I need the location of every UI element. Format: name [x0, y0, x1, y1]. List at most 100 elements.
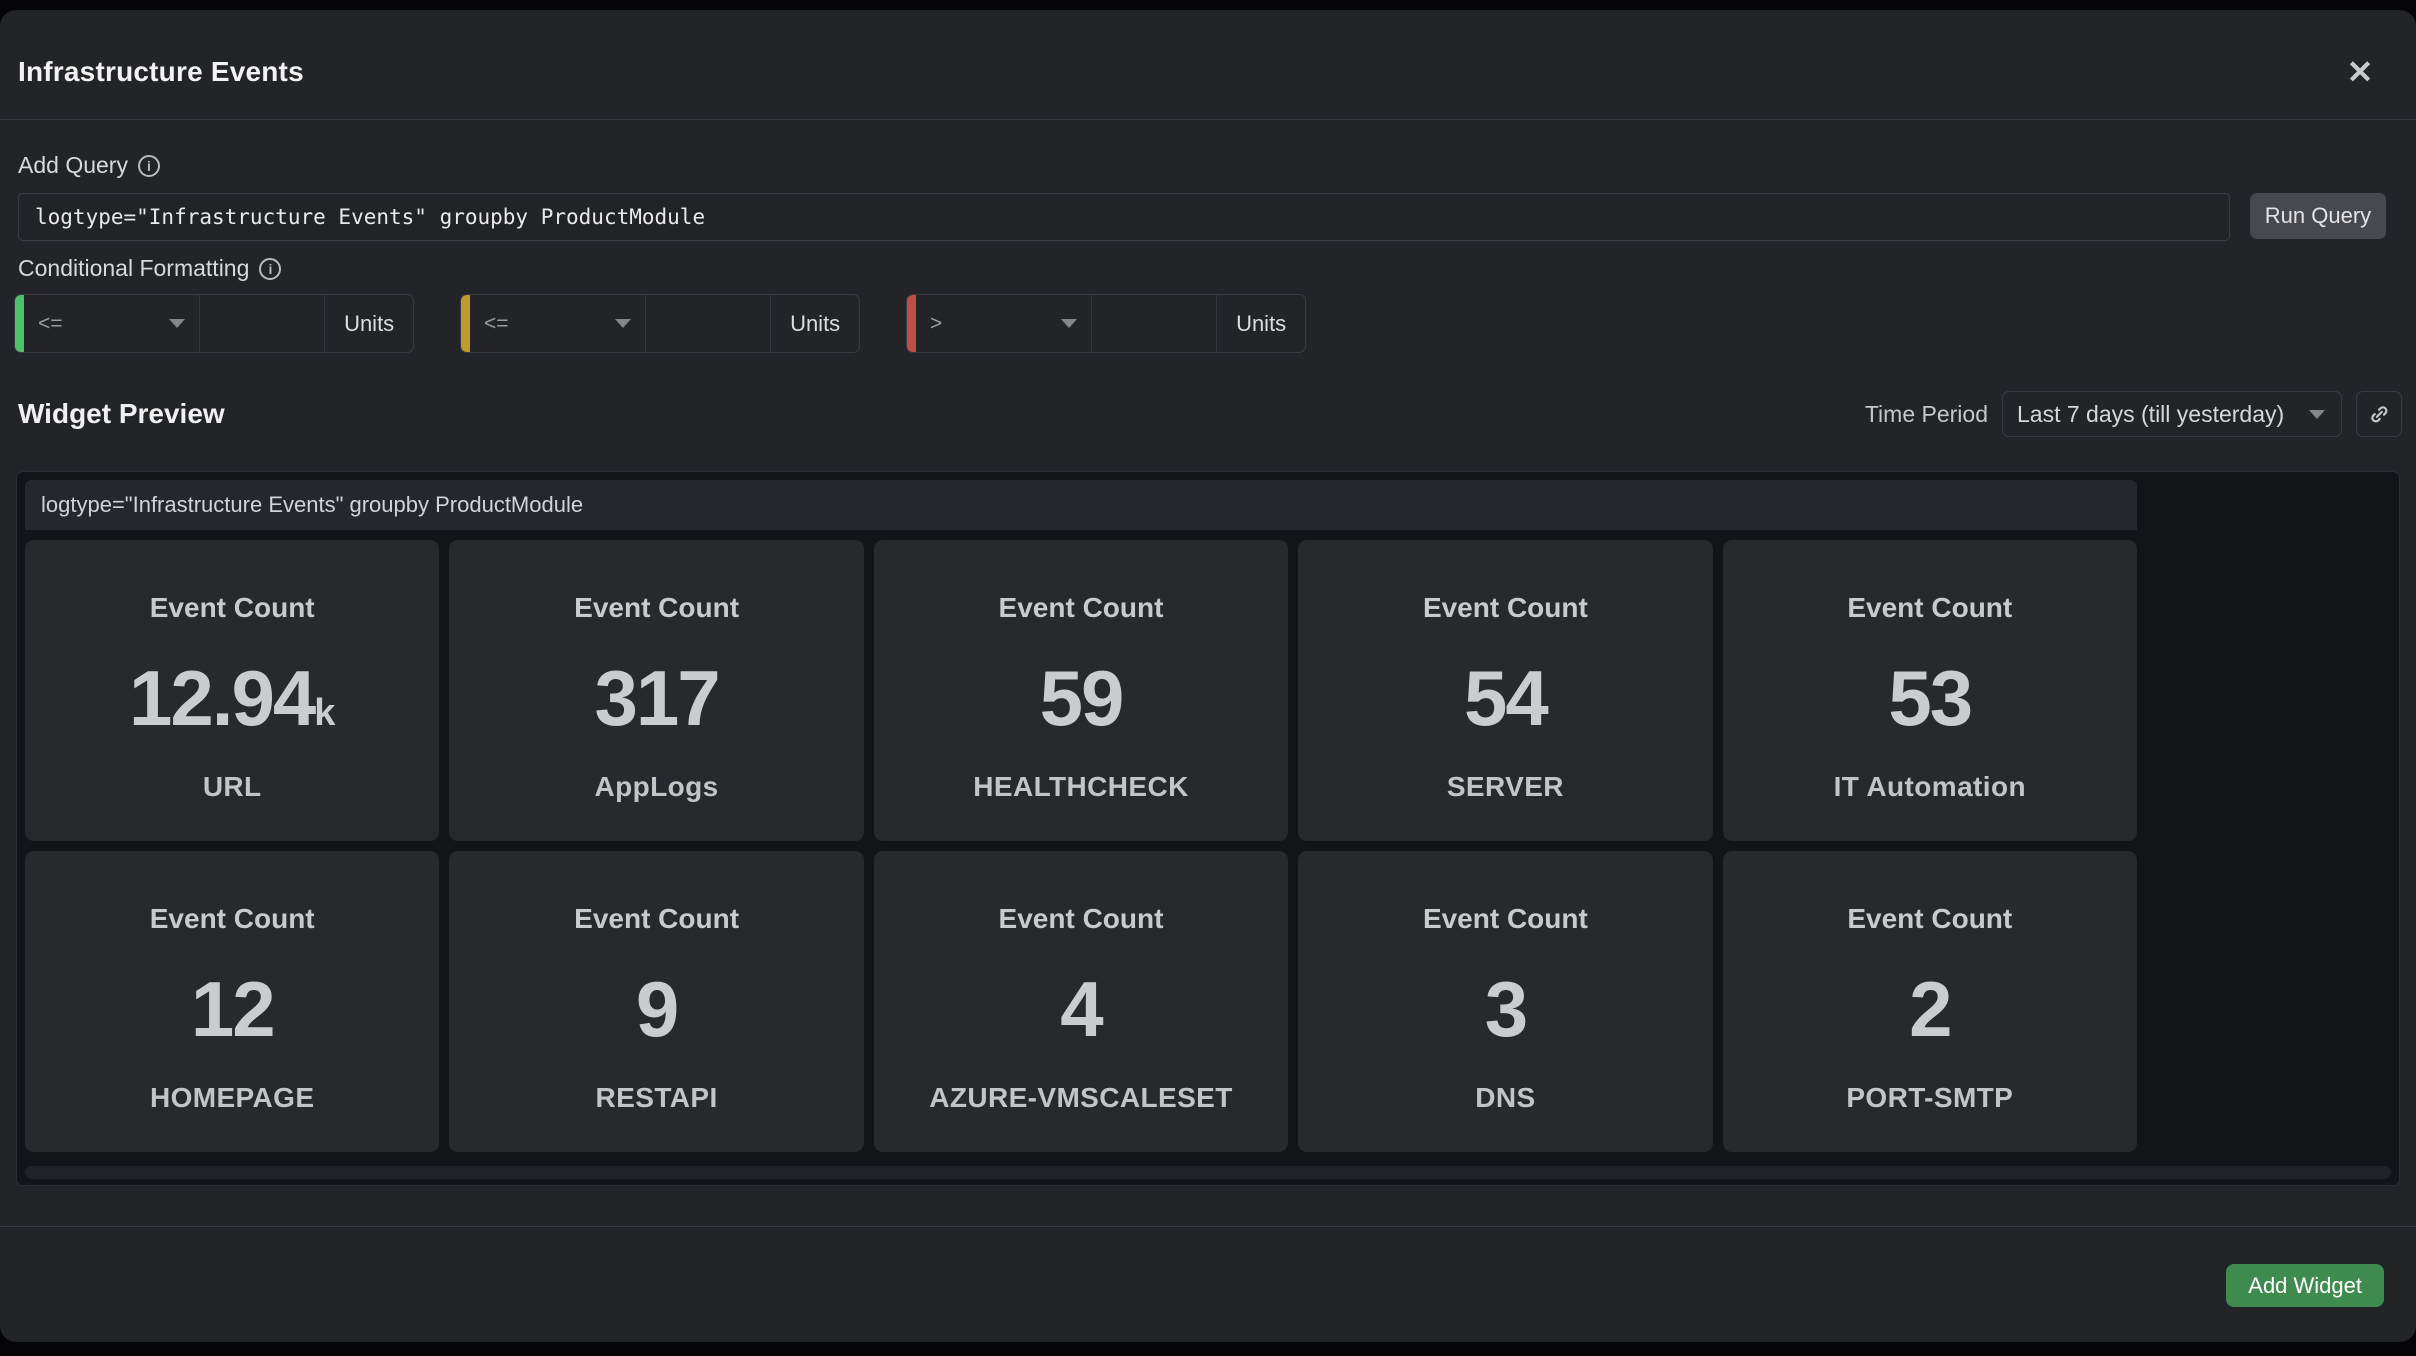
card-value: 317 [594, 653, 721, 742]
info-icon[interactable]: i [137, 154, 160, 177]
card-header: Event Count [1422, 903, 1588, 934]
rule-value-cell [644, 295, 771, 352]
rule-value-cell [198, 295, 325, 352]
card-header: Event Count [149, 592, 315, 623]
close-button[interactable]: ✕ [2338, 50, 2382, 94]
preview-query-title: logtype="Infrastructure Events" groupby … [25, 480, 2137, 530]
chevron-down-icon [2309, 409, 2325, 419]
query-row: Run Query [18, 193, 2398, 241]
card-value-wrap: 3 [1485, 970, 1528, 1048]
card-value-wrap: 53 [1888, 659, 1973, 737]
card-value: 3 [1484, 964, 1528, 1053]
conditional-formatting-label: Conditional Formatting [18, 255, 250, 281]
rule-operator-select[interactable]: > [916, 295, 1091, 352]
chevron-down-icon [614, 319, 631, 328]
time-period-value: Last 7 days (till yesterday) [2017, 400, 2285, 427]
conditional-rule-high: > Units [906, 294, 1306, 353]
widget-preview-panel: logtype="Infrastructure Events" groupby … [16, 471, 2400, 1186]
time-period-select[interactable]: Last 7 days (till yesterday) [2002, 391, 2342, 437]
add-query-label: Add Query [18, 152, 128, 178]
rule-value-cell [1090, 295, 1217, 352]
card-value: 12.94 [129, 653, 316, 742]
card-value: 59 [1039, 653, 1125, 742]
info-icon[interactable]: i [259, 257, 282, 280]
rule-operator-value: <= [484, 311, 509, 335]
copy-link-button[interactable] [2356, 391, 2402, 437]
card-value: 9 [635, 964, 679, 1053]
stat-card: Event Count 59 HEALTHCHECK [873, 540, 1289, 841]
card-header: Event Count [998, 592, 1164, 623]
card-value-wrap: 317 [595, 659, 721, 737]
card-value-wrap: 9 [636, 970, 679, 1048]
conditional-rule-mid: <= Units [460, 294, 860, 353]
stat-card: Event Count 317 AppLogs [449, 540, 864, 841]
stat-card: Event Count 54 SERVER [1298, 540, 1713, 841]
rule-color-bar [461, 295, 470, 352]
card-label: AZURE-VMSCALESET [929, 1082, 1233, 1113]
card-value-wrap: 59 [1040, 659, 1125, 737]
card-value-wrap: 54 [1464, 659, 1549, 737]
card-label: PORT-SMTP [1846, 1082, 2014, 1113]
rule-color-bar [15, 295, 24, 352]
rule-operator-select[interactable]: <= [470, 295, 645, 352]
conditional-rule-low: <= Units [14, 294, 414, 353]
stat-card: Event Count 2 PORT-SMTP [1722, 851, 2137, 1152]
rule-value-input[interactable] [199, 295, 325, 352]
run-query-button[interactable]: Run Query [2250, 193, 2386, 239]
card-value: 2 [1909, 964, 1952, 1053]
card-header: Event Count [1847, 592, 2013, 623]
add-query-label-row: Add Query i [18, 152, 2398, 179]
card-header: Event Count [998, 903, 1164, 934]
stat-card: Event Count 9 RESTAPI [449, 851, 864, 1152]
rule-value-input[interactable] [645, 295, 771, 352]
rule-units-label: Units [770, 295, 859, 352]
add-widget-modal: Infrastructure Events ✕ Add Query i Run … [0, 10, 2416, 1342]
card-value-wrap: 12 [191, 970, 276, 1048]
card-value-wrap: 12.94k [129, 659, 335, 737]
card-header: Event Count [574, 592, 740, 623]
card-value: 12 [190, 964, 276, 1053]
rule-operator-value: > [930, 311, 943, 335]
rule-operator-select[interactable]: <= [24, 295, 199, 352]
card-value-wrap: 2 [1909, 970, 1952, 1048]
chevron-down-icon [1060, 319, 1077, 328]
card-label: HEALTHCHECK [973, 771, 1189, 802]
widget-preview-header-row: Widget Preview Time Period Last 7 days (… [18, 391, 2402, 437]
add-widget-button[interactable]: Add Widget [2226, 1264, 2384, 1307]
modal-footer: Add Widget [0, 1264, 2384, 1307]
card-label: HOMEPAGE [149, 1082, 315, 1113]
link-icon [2371, 406, 2388, 423]
horizontal-scrollbar[interactable] [25, 1166, 2391, 1179]
stat-card: Event Count 4 AZURE-VMSCALESET [873, 851, 1289, 1152]
modal-title: Infrastructure Events [18, 56, 304, 87]
card-value-suffix: k [314, 691, 336, 734]
card-label: RESTAPI [595, 1082, 718, 1113]
time-period-cluster: Time Period Last 7 days (till yesterday) [1865, 391, 2402, 437]
card-label: AppLogs [594, 771, 719, 802]
rule-color-bar [907, 295, 916, 352]
card-header: Event Count [149, 903, 315, 934]
close-icon: ✕ [2346, 54, 2374, 90]
card-value: 53 [1888, 653, 1973, 742]
card-header: Event Count [574, 903, 740, 934]
card-label: DNS [1475, 1082, 1536, 1113]
footer-divider [0, 1226, 2416, 1227]
rule-value-input[interactable] [1091, 295, 1217, 352]
conditional-rules-row: <= Units <= Units > [14, 294, 2398, 353]
card-header: Event Count [1422, 592, 1588, 623]
rule-units-label: Units [1216, 295, 1305, 352]
card-value: 4 [1060, 964, 1103, 1053]
modal-header: Infrastructure Events ✕ [0, 10, 2416, 120]
card-value: 54 [1464, 653, 1549, 742]
stat-card: Event Count 12 HOMEPAGE [25, 851, 440, 1152]
widget-preview-heading: Widget Preview [18, 398, 225, 429]
card-label: IT Automation [1833, 771, 2026, 802]
time-period-label: Time Period [1864, 400, 1988, 427]
query-input[interactable] [18, 193, 2230, 241]
chevron-down-icon [168, 319, 185, 328]
card-label: URL [202, 771, 262, 802]
conditional-formatting-label-row: Conditional Formatting i [18, 255, 2398, 282]
stat-card: Event Count 12.94k URL [25, 540, 440, 841]
card-label: SERVER [1446, 771, 1564, 802]
stat-card: Event Count 53 IT Automation [1722, 540, 2137, 841]
